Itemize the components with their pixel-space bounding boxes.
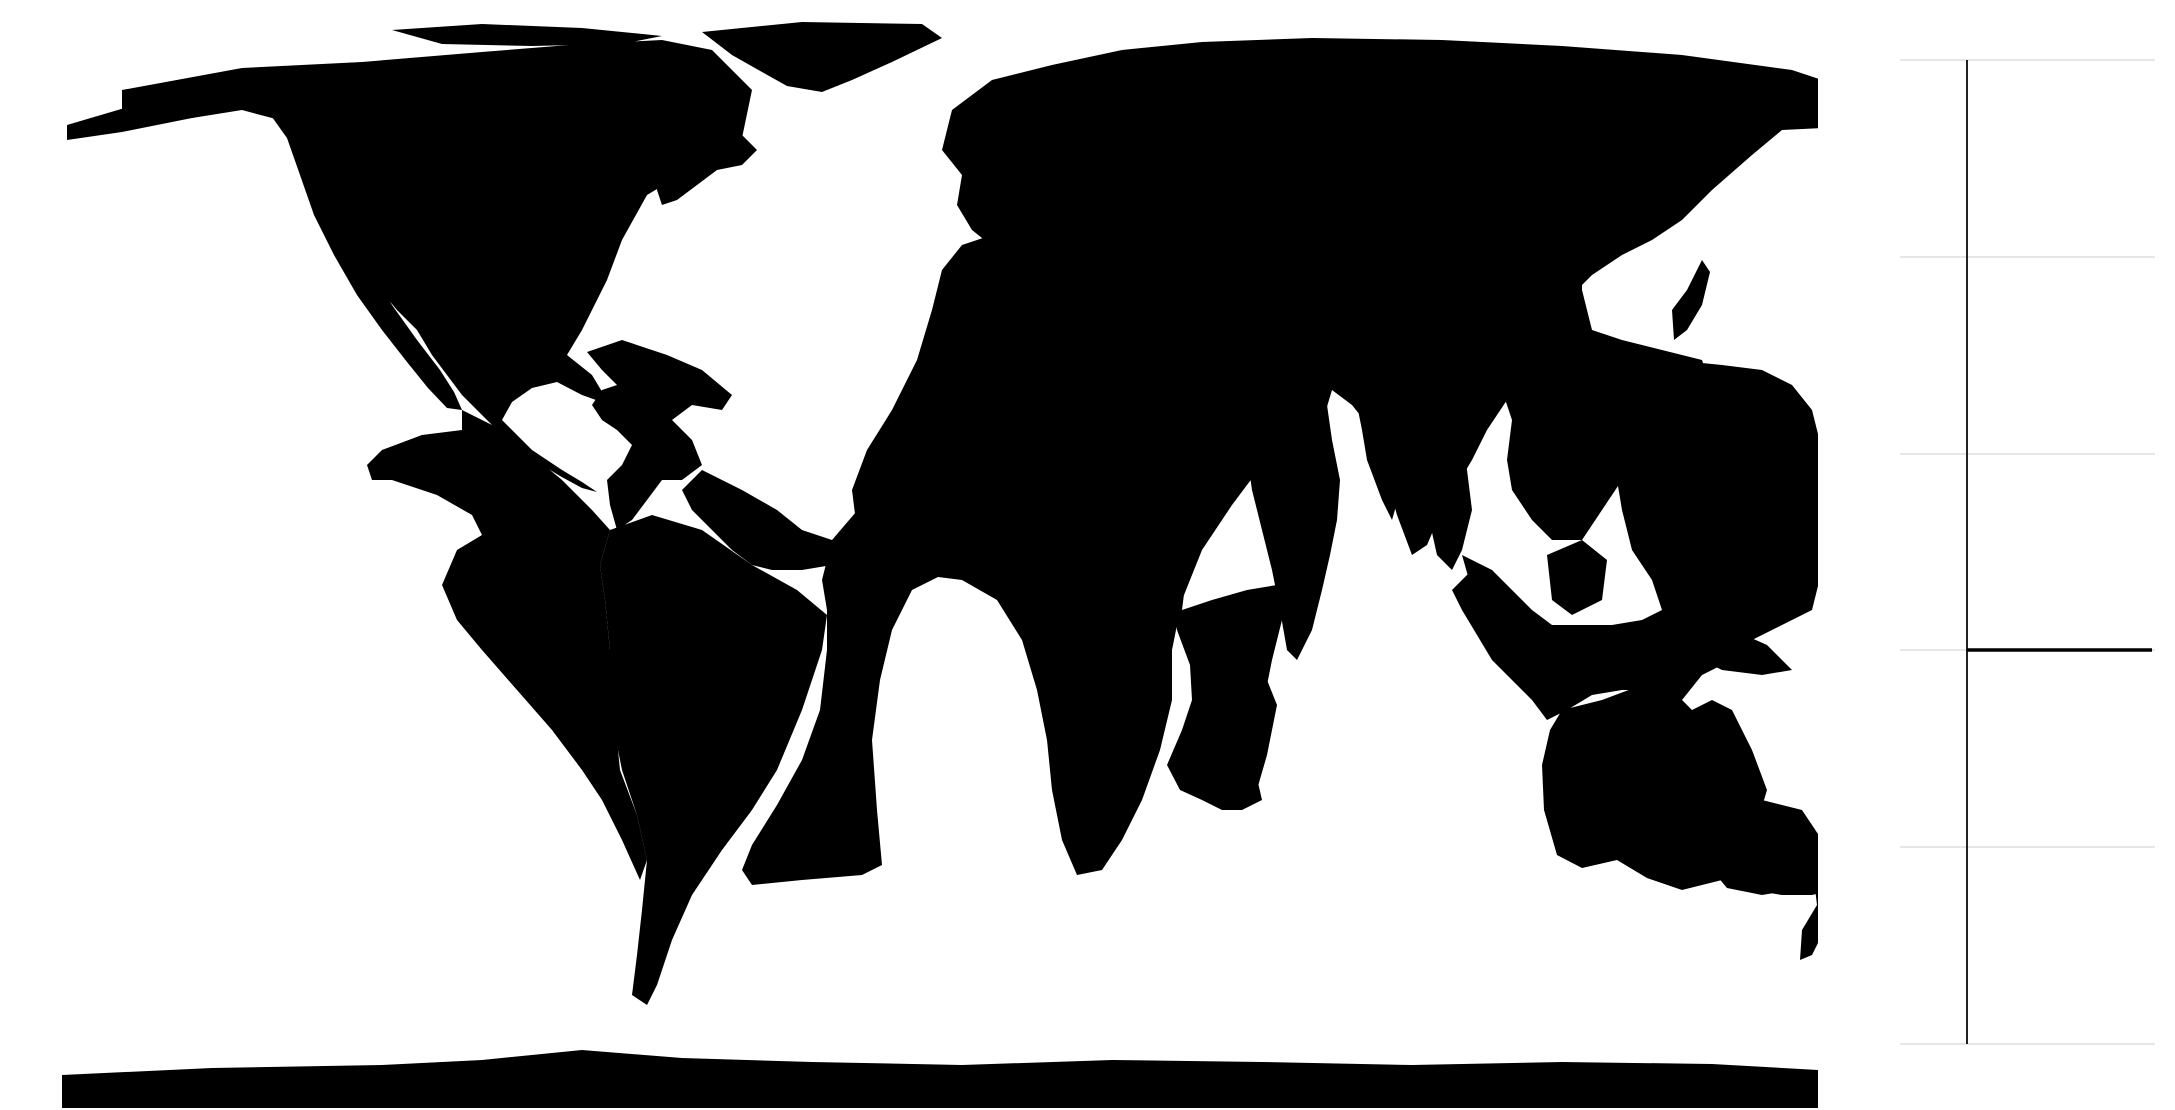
range-mozambique-channel [1167,310,1282,810]
range-north-pacific-coast [67,75,462,410]
range-south-atlantic [742,310,1062,885]
land-layer [62,22,1818,1108]
range-eastern-pacific [367,410,647,880]
landmass-borneo [1547,540,1607,615]
risk-scale [1885,59,2155,1045]
color-bar [1885,60,1967,1044]
range-arabian-sea [1207,315,1340,660]
species-range-layer [67,75,1818,895]
range-guiana-coast [682,470,852,570]
range-caribbean [587,340,732,530]
range-bay-of-bengal [1357,365,1472,570]
range-northwest-atlantic [657,135,757,205]
range-indo-pacific [1452,360,1818,895]
landmass-greenland [702,22,942,92]
range-red-sea [1157,300,1217,422]
landmass-africa [852,225,1262,875]
landmass-eurasia [942,38,1818,575]
landmass-south-america [600,515,827,1005]
landmass-north-america [122,40,752,492]
range-tasman-sea [1727,845,1818,895]
landmass-australia [1542,685,1767,890]
landmass-antarctica [62,1050,1818,1108]
landmass-new-zealand [1800,872,1818,960]
landmass-japan [1672,260,1710,340]
world-map [62,22,1818,1108]
landmass-arctic-islands [392,24,662,46]
